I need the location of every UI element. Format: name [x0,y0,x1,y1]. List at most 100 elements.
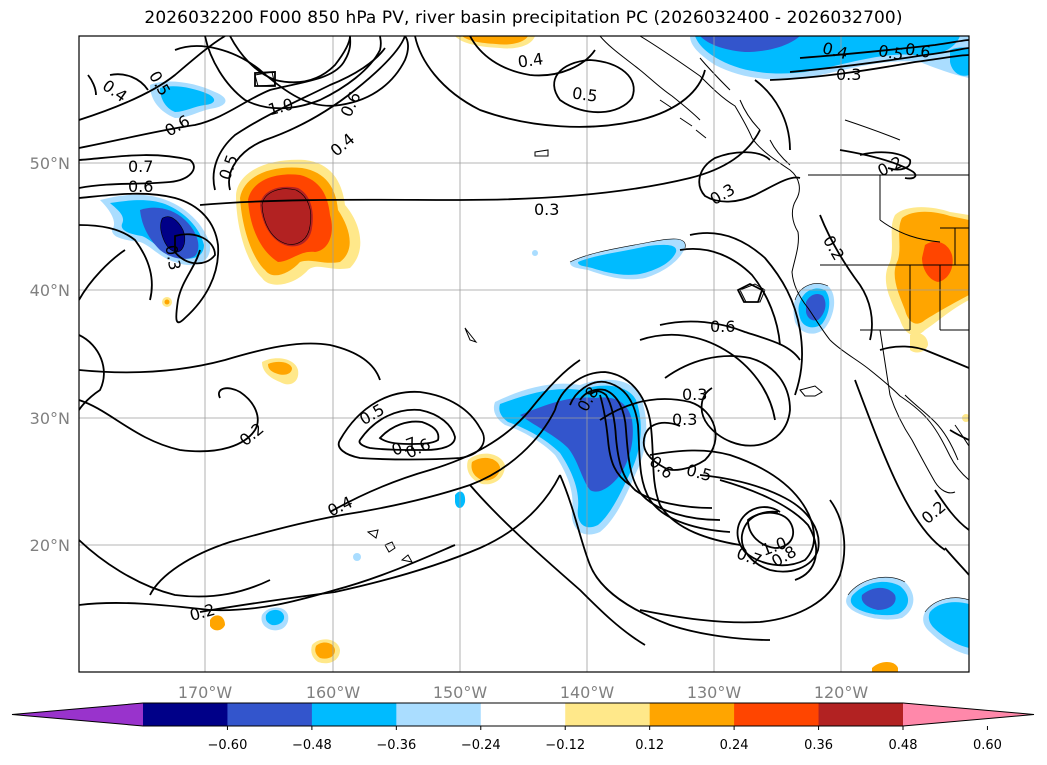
contour-label: 0.3 [836,65,861,84]
pv-contour [664,355,791,447]
pv-contour [859,151,912,171]
map-background [79,36,969,672]
island [366,529,413,563]
lat-tick-label: 40°N [30,281,70,300]
lon-tick-label: 160°W [306,683,361,702]
pv-contour [79,387,259,453]
pv-contour [879,345,969,369]
lon-tick-label: 170°W [178,683,233,702]
latitude-axis: 50°N 40°N 30°N 20°N [30,154,70,555]
pv-contour [819,214,873,341]
coastline [639,36,969,481]
pv-contour [769,54,969,81]
contour-label: 0.6 [128,177,153,196]
precip-outline [261,188,312,245]
pv-contour [174,233,216,265]
negative-precip-patch [353,553,361,561]
colorbar-extend-max [903,703,1034,726]
positive-precip-patch [210,615,225,631]
pv-contour [199,129,761,206]
pv-contour [149,409,556,596]
colorbar-tick-label: 0.12 [635,738,664,753]
precip-fill-layer [100,36,969,672]
pv-contour [204,36,382,110]
negative-precip-patch [806,294,826,321]
contour-label: 0.5 [877,41,905,64]
negative-precip-patch [700,36,800,52]
colorbar-tick-label: 0.36 [804,738,833,753]
map-title: 2026032200 F000 850 hPa PV, river basin … [144,8,903,28]
lat-tick-label: 50°N [30,154,70,173]
pv-contour [199,474,561,613]
pv-contour [639,333,776,421]
pv-contour [229,36,351,84]
negative-precip-patch [861,587,896,610]
contour-label: 0.3 [534,200,559,219]
pv-contour [469,484,646,646]
pv-contour [719,479,817,581]
pv-contour [599,398,717,471]
contour-label: 0.4 [517,49,545,71]
pv-contour [414,36,706,128]
pv-contour [79,544,456,612]
colorbar-tick-label: −0.24 [461,738,501,753]
colorbar-tick-label: 0.48 [889,738,918,753]
pv-contour [789,47,969,73]
pv-contour [337,390,485,461]
precip-outline [924,597,969,613]
negative-precip-patch [160,216,185,252]
colorbar: −0.60 −0.48 −0.36 −0.24 −0.12 0.12 0.24 0.36 0.4… [11,702,1035,753]
contour-label: 0.7 [128,157,153,176]
precip-outline [160,216,186,253]
pv-contour [689,232,803,396]
colorbar-segment [480,703,566,726]
coastline [904,394,959,461]
pv-contour [736,282,764,303]
colorbar-tick-label: 0.60 [973,738,1002,753]
positive-precip-patch [268,361,292,375]
pv-contour [569,380,731,533]
negative-precip-patch [160,86,215,112]
pv-contour [79,154,195,189]
pv-contour [934,489,969,531]
island [534,149,549,157]
precip-outline-layer [160,188,969,613]
pv-contour [109,73,149,91]
pv-contour [358,408,456,451]
island [799,385,823,397]
negative-precip-patch [928,602,969,648]
pv-contour [79,342,381,381]
positive-precip-patch [922,241,953,282]
pv-contour [174,36,409,107]
negative-precip-patch [265,609,285,626]
pv-contour [579,388,721,521]
positive-precip-patch [315,642,335,659]
colorbar-tick-label: −0.36 [376,738,416,753]
colorbar-tick-label: −0.60 [208,738,248,753]
lat-tick-label: 30°N [30,409,70,428]
pv-contour [599,394,631,486]
pv-contour [212,47,386,191]
pv-contour [79,36,352,149]
colorbar-outline [11,702,1035,727]
coastline [599,36,701,121]
pv-contour [228,36,406,191]
colorbar-segment [143,703,228,726]
pv-contour [649,449,815,567]
colorbar-segment [565,703,651,726]
colorbar-extend-min [12,703,143,726]
negative-precip-patch [532,250,538,256]
border [820,119,969,396]
contour-label: 0.3 [161,243,184,271]
pv-contour [378,420,440,445]
island [464,327,478,344]
longitude-axis: 170°W 160°W 150°W 140°W 130°W 120°W [178,683,869,702]
pv-contour [559,474,771,641]
pv-contour [79,192,220,324]
lat-tick-label: 20°N [30,536,70,555]
pv-contour [698,151,801,203]
pv-contour [553,59,635,114]
pv-contour [79,249,126,301]
map-frame [78,35,970,673]
